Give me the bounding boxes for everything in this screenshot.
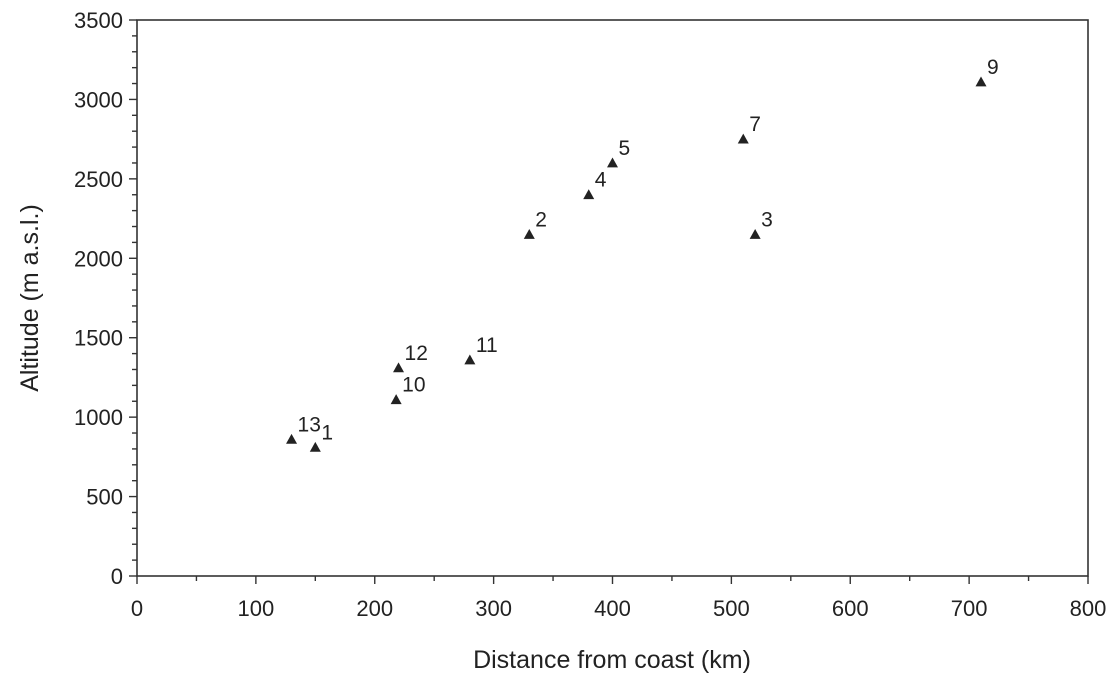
point-label: 10	[402, 374, 425, 397]
x-axis-title: Distance from coast (km)	[473, 646, 751, 674]
point-label: 12	[405, 342, 428, 365]
y-tick-label: 2000	[74, 246, 123, 271]
point-label: 9	[987, 56, 999, 79]
point-marker	[737, 133, 749, 144]
point-label: 7	[749, 113, 761, 136]
point-marker	[464, 354, 476, 365]
point-marker	[286, 433, 298, 444]
y-tick-label: 3000	[74, 87, 123, 112]
point-label: 5	[619, 137, 631, 160]
y-tick-label: 3500	[74, 8, 123, 33]
point-marker	[390, 394, 402, 405]
x-tick-label: 700	[951, 596, 988, 621]
point-marker	[523, 228, 535, 239]
y-tick-label: 1000	[74, 405, 123, 430]
y-tick-label: 500	[86, 485, 123, 510]
point-marker	[607, 157, 618, 168]
y-tick-label: 0	[111, 564, 123, 589]
y-tick-labels: 0 500 1000 1500 2000 2500 3000 3500	[74, 8, 123, 589]
point-marker	[309, 441, 321, 452]
point-label: 4	[595, 169, 607, 192]
point-marker	[393, 362, 405, 373]
point-label: 3	[761, 208, 773, 231]
x-tick-label: 200	[356, 596, 393, 621]
y-axis-title: Altitude (m a.s.l.)	[16, 204, 44, 392]
point-marker	[749, 228, 761, 239]
point-label: 11	[476, 334, 498, 357]
x-tick-label: 500	[713, 596, 750, 621]
x-tick-label: 0	[131, 596, 143, 621]
x-tick-label: 300	[475, 596, 512, 621]
point-label: 13	[298, 413, 321, 436]
point-label: 1	[321, 421, 333, 444]
y-tick-label: 2500	[74, 167, 123, 192]
axis-ticks	[129, 19, 1089, 584]
x-tick-label: 100	[238, 596, 275, 621]
plot-frame	[136, 19, 1089, 577]
point-label: 2	[535, 208, 547, 231]
x-tick-label: 800	[1070, 596, 1107, 621]
x-tick-label: 400	[594, 596, 631, 621]
x-tick-label: 600	[832, 596, 869, 621]
x-tick-labels: 0 100 200 300 400 500 600 700 800	[131, 596, 1106, 621]
point-marker	[583, 189, 595, 200]
y-tick-label: 1500	[74, 326, 123, 351]
point-marker	[975, 76, 987, 87]
